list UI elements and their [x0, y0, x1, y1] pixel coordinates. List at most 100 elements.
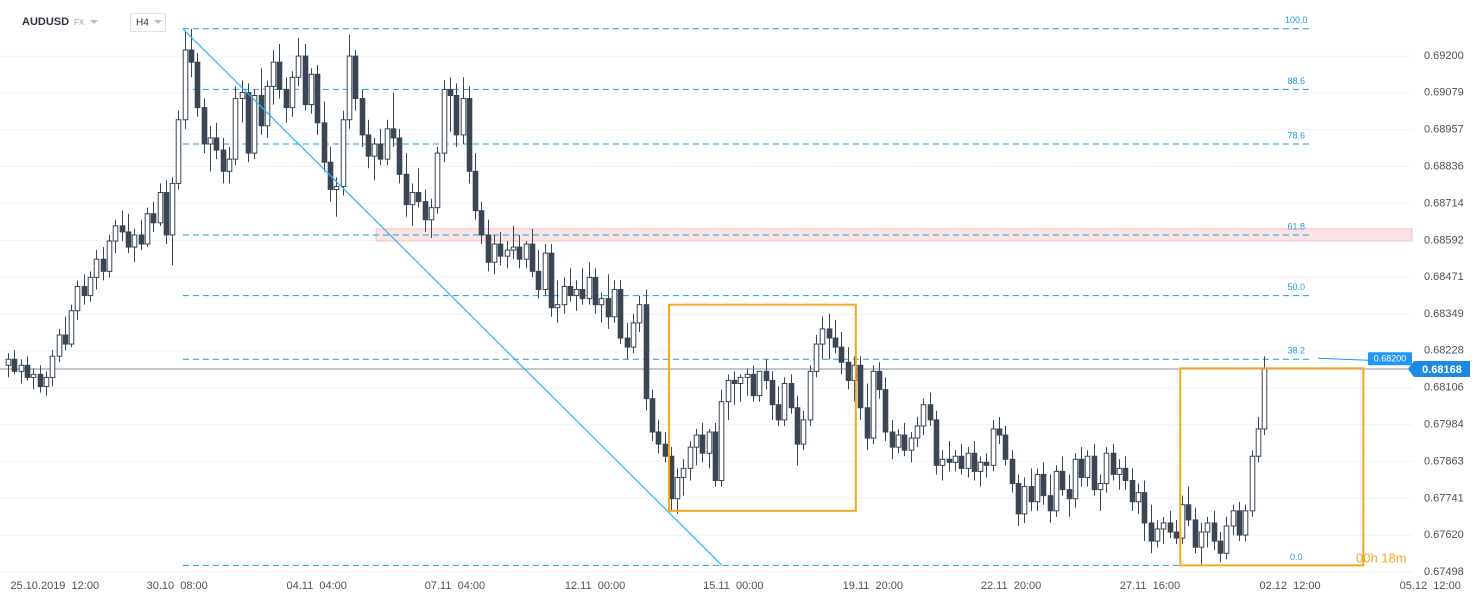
interval[interactable]: H4	[136, 18, 149, 29]
candle-body	[699, 434, 706, 454]
candle-body	[201, 107, 208, 145]
alert-line	[1317, 357, 1369, 361]
candle-body	[579, 289, 586, 300]
candle-body	[876, 370, 883, 391]
candle-body	[1242, 510, 1249, 536]
candle-body	[1249, 455, 1256, 512]
candle-body	[643, 304, 650, 400]
candle-body	[144, 213, 151, 245]
candle-body	[819, 328, 826, 345]
candle-body	[264, 85, 271, 127]
candle-body	[965, 452, 972, 469]
highlight-box	[1179, 367, 1365, 567]
candle-body	[908, 437, 915, 451]
y-tick-label: 0.67620	[1424, 529, 1464, 541]
candle-body	[226, 158, 233, 172]
candle-body	[504, 249, 511, 257]
interval-box[interactable]	[130, 13, 166, 32]
candle-body	[756, 370, 763, 397]
candle-body	[1192, 519, 1199, 548]
candle-body	[983, 461, 990, 466]
interval-dropdown[interactable]	[154, 20, 162, 24]
candle-body	[87, 276, 94, 297]
candle-body	[548, 252, 555, 309]
candle-body	[245, 91, 252, 154]
candle-body	[409, 192, 416, 206]
candle-body	[630, 322, 637, 348]
alert-label-box	[1368, 352, 1412, 366]
candle-body	[914, 425, 921, 439]
candle-body	[510, 246, 517, 251]
candle-body	[314, 73, 321, 124]
candle-body	[933, 419, 940, 466]
candle-body	[365, 134, 372, 157]
y-tick-label: 0.67984	[1424, 419, 1464, 431]
candle-body	[460, 98, 467, 136]
symbol[interactable]: AUDUSD	[22, 16, 69, 28]
candle-body	[1261, 368, 1268, 430]
candle-body	[18, 364, 25, 372]
candle-body	[1028, 486, 1035, 503]
candle-body	[1084, 455, 1091, 478]
candle-body	[567, 285, 574, 297]
candle-body	[769, 379, 776, 406]
candle-body	[655, 431, 662, 445]
y-tick-label: 0.67498	[1424, 566, 1464, 578]
candle-body	[788, 382, 795, 409]
candle-body	[882, 389, 889, 433]
candle-body	[302, 55, 309, 106]
candle-body	[1047, 495, 1054, 512]
candle-body	[239, 91, 246, 100]
candle-body	[403, 173, 410, 206]
candle-body	[870, 370, 877, 439]
candle-body	[529, 243, 536, 272]
candle-body	[43, 376, 50, 388]
y-tick-label: 0.68836	[1424, 160, 1464, 172]
candle-body	[851, 364, 858, 381]
candle-body	[283, 88, 290, 109]
candle-body	[800, 419, 807, 445]
y-tick-label: 0.69200	[1424, 50, 1464, 62]
y-tick-label: 0.69079	[1424, 87, 1464, 99]
candle-body	[573, 289, 580, 297]
y-tick-label: 0.67741	[1424, 492, 1464, 504]
candle-body	[1160, 522, 1167, 530]
candle-body	[706, 431, 713, 454]
candle-body	[5, 358, 12, 366]
candle-body	[889, 431, 896, 448]
candle-body	[1110, 452, 1117, 475]
candle-body	[674, 476, 681, 500]
candle-body	[586, 276, 593, 300]
candle-body	[497, 243, 504, 257]
candle-body	[422, 201, 429, 221]
candle-body	[1009, 458, 1016, 485]
candle-body	[251, 94, 258, 154]
candle-body	[1091, 455, 1098, 491]
market-dropdown[interactable]	[90, 20, 98, 24]
candle-body	[857, 364, 864, 409]
candle-body	[371, 143, 378, 157]
candle-body	[1129, 480, 1136, 503]
candle-body	[220, 149, 227, 172]
candle-body	[901, 434, 908, 451]
candle-body	[1198, 531, 1205, 548]
candle-body	[725, 379, 732, 403]
candle-body	[737, 376, 744, 384]
candle-body	[74, 285, 81, 312]
candle-body	[542, 252, 549, 291]
fib-label: 88.6	[1288, 76, 1306, 86]
candle-body	[182, 49, 189, 121]
candle-body	[523, 243, 530, 260]
candle-body	[1154, 528, 1161, 542]
candle-body	[150, 213, 157, 224]
candle-body	[441, 88, 448, 154]
candle-body	[1002, 434, 1009, 460]
candle-body	[617, 289, 624, 339]
candle-body	[453, 94, 460, 136]
candle-body	[56, 334, 63, 357]
candle-body	[1122, 467, 1129, 482]
candle-body	[971, 452, 978, 472]
candle-body	[100, 258, 107, 272]
candle-body	[472, 170, 479, 212]
